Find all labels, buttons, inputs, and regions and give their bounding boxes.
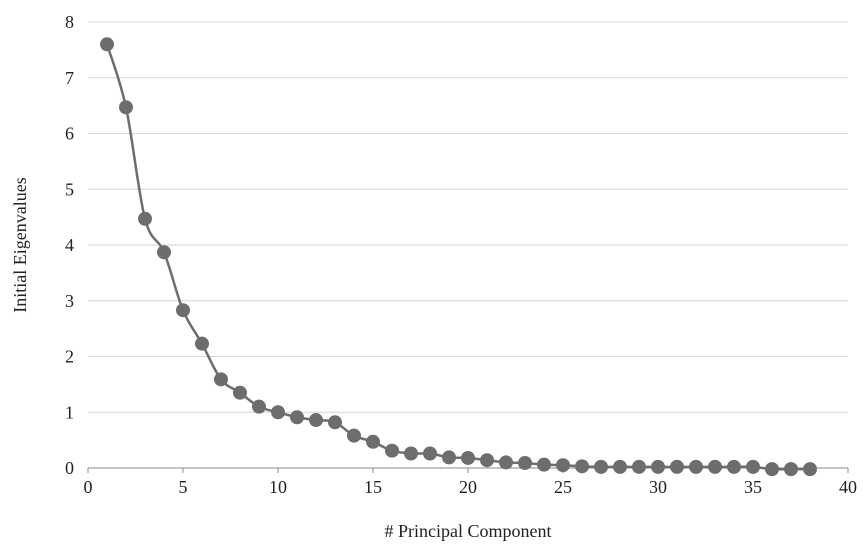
data-point-16 bbox=[385, 443, 399, 458]
y-tick-label-2: 2 bbox=[65, 347, 74, 367]
data-point-11 bbox=[290, 410, 304, 425]
data-point-28 bbox=[613, 459, 627, 474]
data-point-25 bbox=[556, 458, 570, 473]
data-point-22 bbox=[499, 455, 513, 470]
y-tick-label-6: 6 bbox=[65, 124, 74, 144]
data-point-23 bbox=[518, 455, 532, 470]
data-point-26 bbox=[575, 459, 589, 474]
y-tick-label-0: 0 bbox=[65, 458, 74, 478]
x-axis-title: # Principal Component bbox=[385, 521, 552, 541]
data-point-35 bbox=[746, 459, 760, 474]
data-point-37 bbox=[784, 462, 798, 477]
x-tick-label-35: 35 bbox=[744, 477, 762, 497]
data-point-36 bbox=[765, 462, 779, 477]
data-point-6 bbox=[195, 336, 209, 351]
data-point-24 bbox=[537, 457, 551, 472]
data-point-17 bbox=[404, 446, 418, 461]
data-point-3 bbox=[138, 211, 152, 226]
data-point-8 bbox=[233, 385, 247, 400]
y-tick-labels: 0 1 2 3 4 5 6 7 8 bbox=[65, 12, 74, 478]
x-tick-label-20: 20 bbox=[459, 477, 477, 497]
gridlines bbox=[88, 21, 848, 413]
data-point-13 bbox=[328, 415, 342, 430]
x-tick-label-25: 25 bbox=[554, 477, 572, 497]
x-tick-labels: 0 5 10 15 20 25 30 35 40 bbox=[84, 477, 858, 497]
x-tick-label-10: 10 bbox=[269, 477, 287, 497]
x-tick-label-15: 15 bbox=[364, 477, 382, 497]
data-point-7 bbox=[214, 372, 228, 387]
y-axis-title: Initial Eigenvalues bbox=[10, 177, 30, 312]
x-tick-label-5: 5 bbox=[179, 477, 188, 497]
data-point-2 bbox=[119, 100, 133, 115]
data-point-33 bbox=[708, 459, 722, 474]
data-point-34 bbox=[727, 459, 741, 474]
data-point-18 bbox=[423, 446, 437, 461]
data-point-29 bbox=[632, 459, 646, 474]
data-point-5 bbox=[176, 303, 190, 318]
data-point-15 bbox=[366, 434, 380, 449]
data-point-21 bbox=[480, 453, 494, 468]
data-point-12 bbox=[309, 413, 323, 428]
y-tick-label-8: 8 bbox=[65, 12, 74, 32]
x-tick-label-0: 0 bbox=[84, 477, 93, 497]
series-line-0 bbox=[105, 43, 810, 471]
x-tick-label-30: 30 bbox=[649, 477, 667, 497]
data-point-19 bbox=[442, 450, 456, 465]
y-tick-label-5: 5 bbox=[65, 179, 74, 199]
data-point-14 bbox=[347, 428, 361, 443]
data-point-27 bbox=[594, 459, 608, 474]
y-tick-label-4: 4 bbox=[65, 235, 74, 255]
data-point-9 bbox=[252, 399, 266, 414]
data-point-31 bbox=[670, 459, 684, 474]
y-tick-label-7: 7 bbox=[65, 68, 74, 88]
data-point-20 bbox=[461, 450, 475, 465]
data-point-1 bbox=[100, 37, 114, 52]
data-point-32 bbox=[689, 459, 703, 474]
y-tick-label-1: 1 bbox=[65, 402, 74, 422]
data-point-38 bbox=[803, 462, 817, 477]
data-point-30 bbox=[651, 459, 665, 474]
data-point-4 bbox=[157, 245, 171, 260]
data-series bbox=[100, 37, 817, 477]
y-tick-label-3: 3 bbox=[65, 291, 74, 311]
data-point-10 bbox=[271, 405, 285, 420]
x-tick-label-40: 40 bbox=[839, 477, 857, 497]
